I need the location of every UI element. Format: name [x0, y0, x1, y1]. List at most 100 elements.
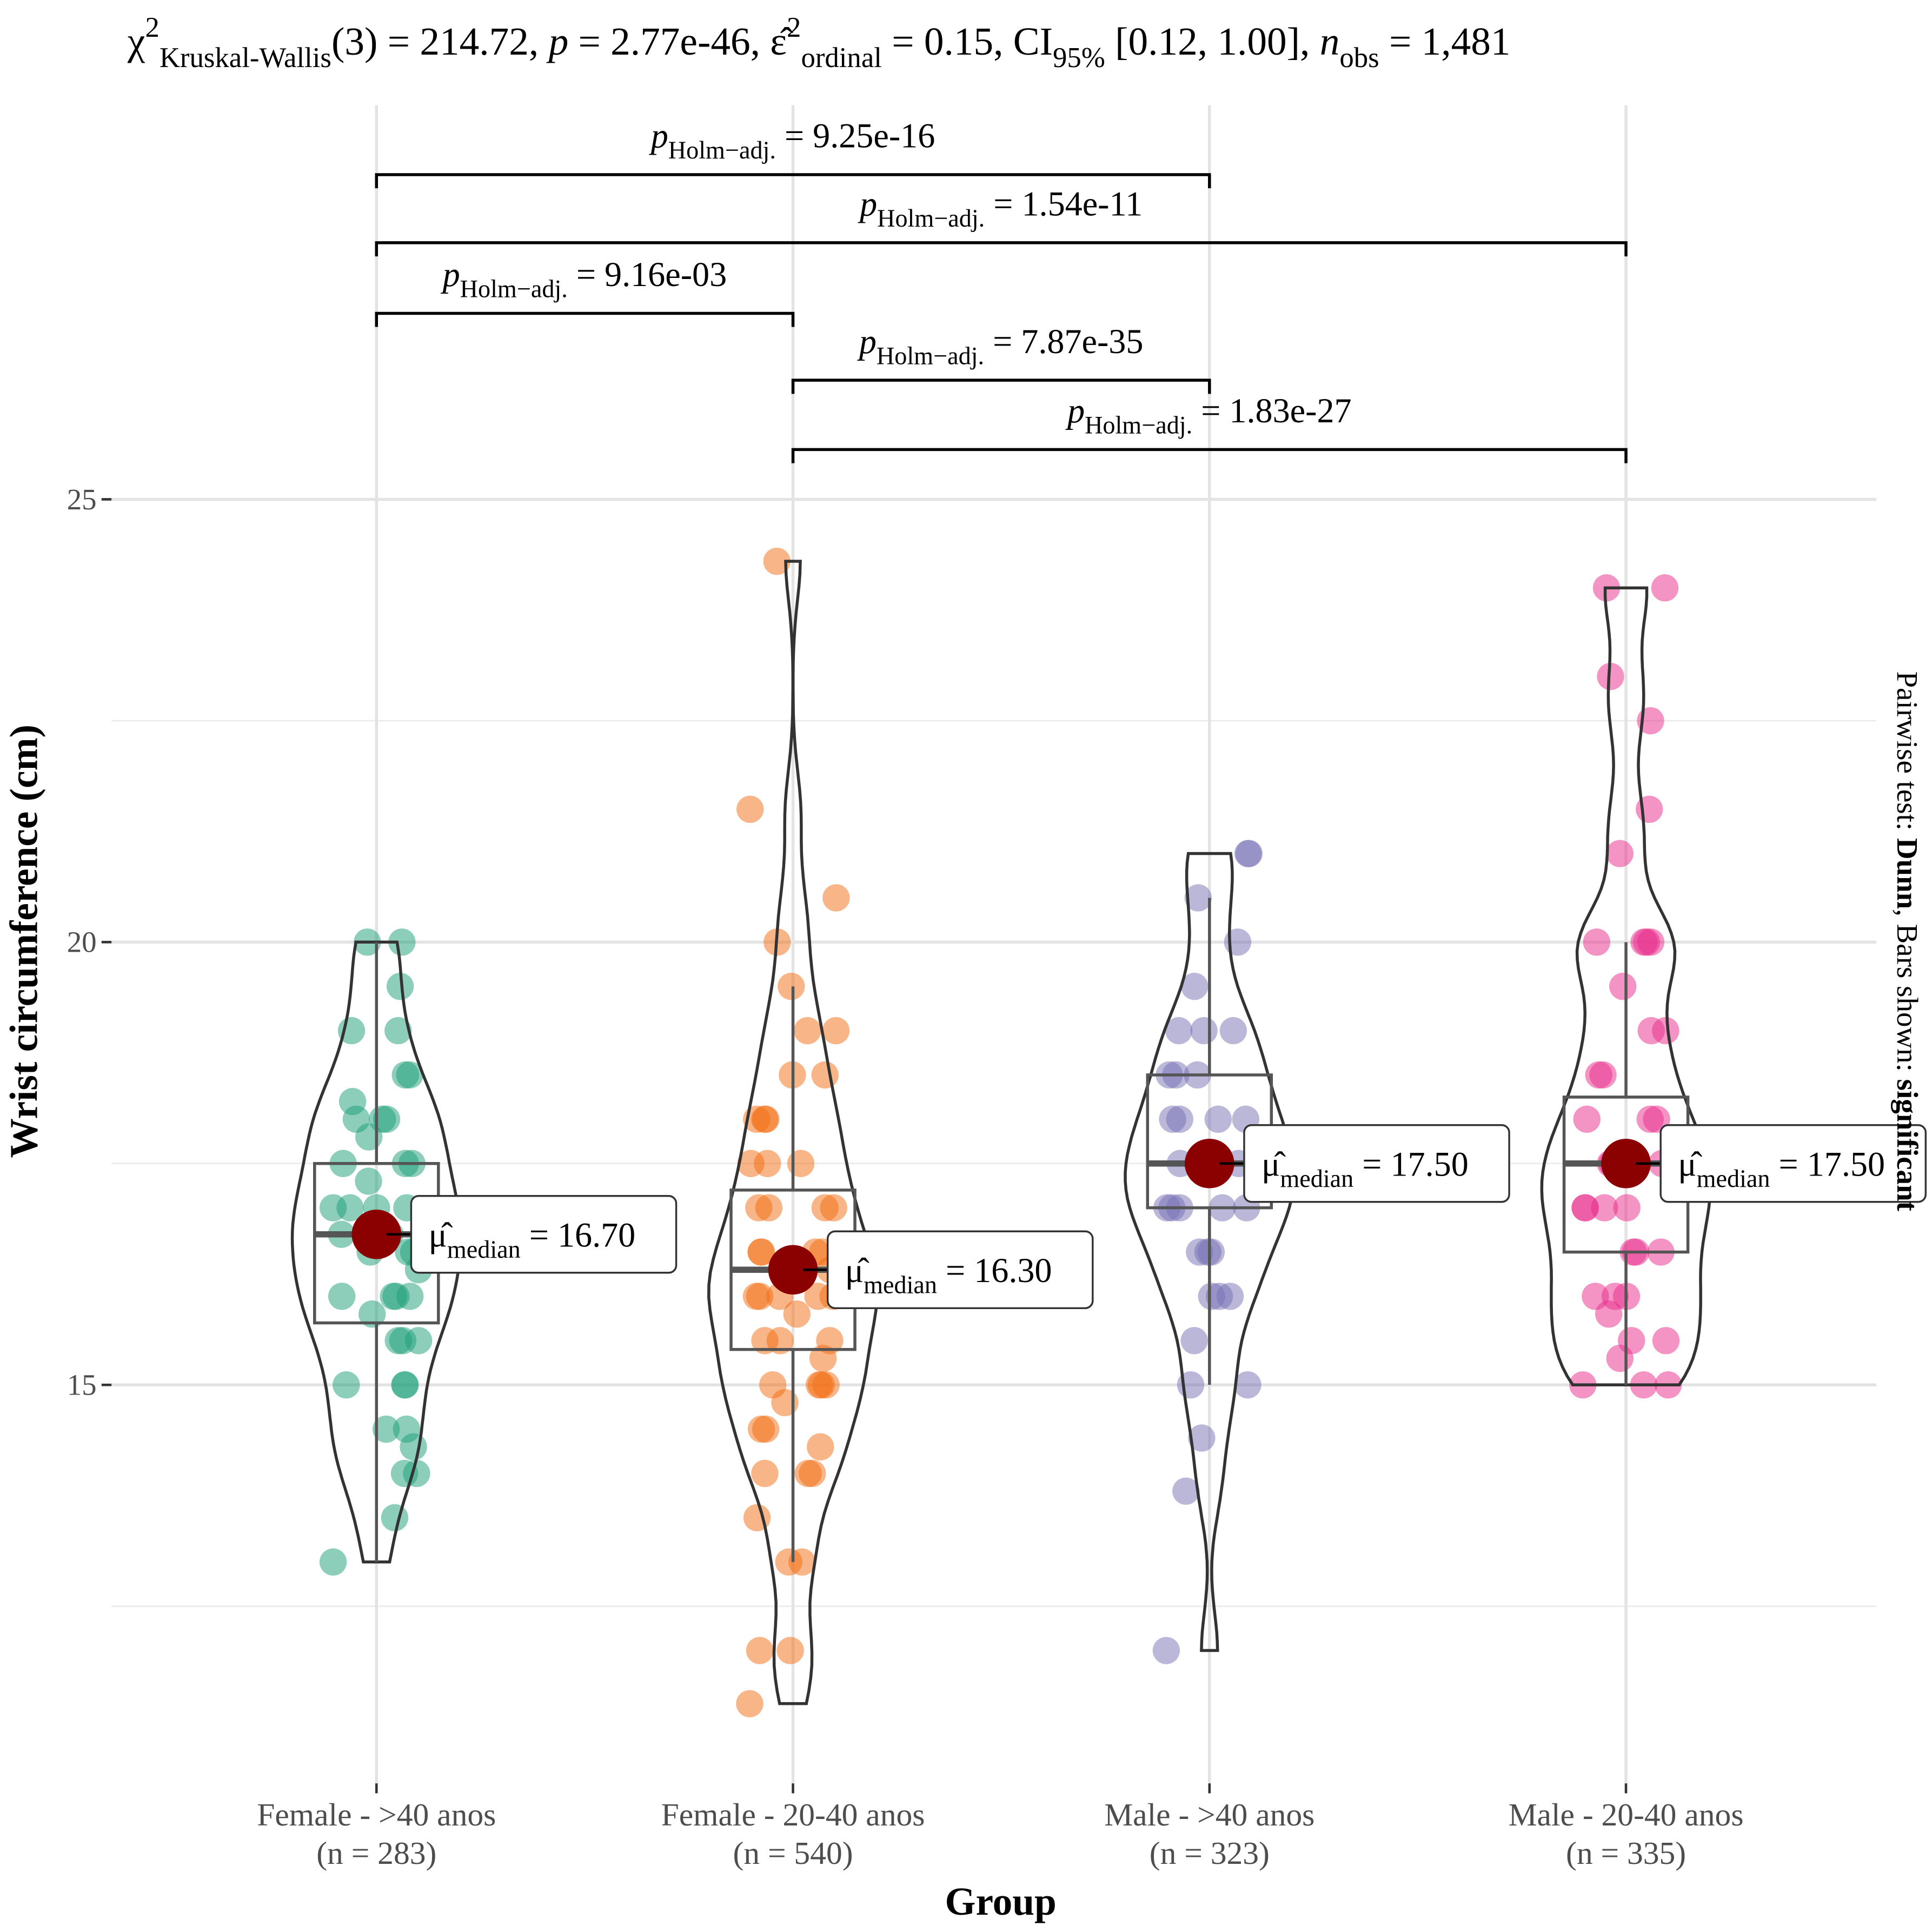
text-part: p [1065, 391, 1085, 430]
data-point [776, 1637, 804, 1664]
text-part: p [857, 322, 877, 361]
data-point [358, 1300, 386, 1328]
data-point [1582, 1283, 1609, 1310]
text-part: = [985, 185, 1021, 223]
x-tick-n-label: (n = 540) [733, 1835, 853, 1871]
median-label-box [410, 1195, 678, 1274]
text-part: 16.70 [557, 1216, 635, 1254]
data-point [1585, 1061, 1612, 1089]
data-point [338, 1087, 367, 1116]
text-part: = 2.77e-46, [568, 19, 770, 63]
pairwise-label: pHolm−adj. = 9.25e-16 [649, 117, 935, 164]
pairwise-label: pHolm−adj. = 1.83e-27 [1065, 391, 1352, 439]
violin [707, 560, 879, 1705]
data-point [389, 1327, 416, 1355]
x-tick-n-label: (n = 323) [1150, 1835, 1270, 1871]
median-dot [351, 1209, 402, 1259]
data-point [747, 1415, 775, 1443]
data-point [1606, 840, 1634, 867]
text-part: median [447, 1236, 521, 1263]
text-part: 1.54e-11 [1021, 185, 1143, 223]
data-point [1637, 928, 1665, 956]
text-part: 9.25e-16 [813, 117, 935, 155]
text-part: p [858, 185, 877, 223]
data-point [1235, 840, 1263, 867]
data-point [1159, 1105, 1186, 1133]
pairwise-label: pHolm−adj. = 1.54e-11 [858, 185, 1143, 233]
data-point [393, 1415, 421, 1443]
text-part: p [546, 19, 569, 63]
text-part: , Bars shown: [1891, 909, 1924, 1079]
data-point [388, 928, 416, 956]
data-point [1219, 1017, 1247, 1045]
text-part: = 0.15, CI [882, 19, 1053, 63]
data-point [1609, 973, 1637, 1000]
data-point [799, 1459, 826, 1488]
data-point [1190, 1017, 1218, 1045]
data-point [794, 1017, 821, 1045]
text-part: = [1353, 1145, 1390, 1184]
data-point [1152, 1637, 1180, 1664]
data-point [788, 1548, 816, 1576]
text-part: 16.30 [974, 1251, 1052, 1290]
data-point [746, 1283, 774, 1310]
text-part: median [1280, 1165, 1353, 1192]
median-label-box [1659, 1124, 1927, 1203]
data-point [328, 1283, 356, 1310]
text-part: Pairwise test: [1891, 671, 1924, 838]
data-point [783, 1300, 811, 1328]
text-part: 9.16e-03 [605, 255, 727, 294]
text-part: = [1192, 391, 1229, 430]
data-point [787, 1150, 815, 1177]
data-point [1204, 1105, 1232, 1133]
median-label-box [1243, 1124, 1510, 1203]
text-part: 17.50 [1390, 1145, 1468, 1184]
data-point [1180, 973, 1209, 1000]
x-tick-label: Female - 20-40 anos [661, 1797, 925, 1833]
data-point [391, 1371, 419, 1399]
data-point [736, 1690, 763, 1717]
text-part: = [984, 322, 1021, 361]
text-part: obs [1339, 42, 1379, 74]
data-point [382, 1283, 410, 1310]
data-point [778, 973, 805, 1000]
text-part: median [1697, 1165, 1770, 1192]
data-point [319, 1548, 347, 1576]
data-point [372, 1415, 400, 1443]
data-point [369, 1105, 396, 1133]
data-point [1172, 1477, 1200, 1505]
text-part: = 1,481 [1379, 19, 1511, 63]
text-part: = [1770, 1145, 1807, 1184]
x-tick-label: Male - 20-40 anos [1509, 1797, 1744, 1833]
data-point [747, 1238, 775, 1266]
pairwise-bar [791, 379, 1211, 394]
text-part: Kruskal-Wallis [160, 42, 331, 74]
data-point [1180, 1327, 1208, 1355]
text-part: Holm−adj. [668, 136, 776, 164]
data-point [759, 1371, 787, 1399]
text-part: p [441, 255, 460, 294]
data-point [1613, 1194, 1641, 1221]
text-part: 2 [145, 12, 159, 43]
data-point [1637, 1017, 1665, 1045]
median-label: μ̂median = 16.70 [428, 1216, 635, 1264]
data-point [822, 884, 850, 912]
data-point [737, 1150, 765, 1177]
data-point [816, 1327, 844, 1355]
text-part: Holm−adj. [877, 204, 985, 232]
data-point [355, 1167, 382, 1195]
pairwise-bar [791, 448, 1628, 463]
data-point [751, 1459, 779, 1488]
data-point [386, 973, 414, 1000]
x-tick-n-label: (n = 283) [316, 1835, 436, 1871]
data-point [1184, 884, 1212, 912]
text-part: n [1320, 19, 1340, 63]
data-point [746, 1637, 774, 1664]
x-tick-n-label: (n = 335) [1566, 1835, 1686, 1871]
data-point [736, 795, 764, 823]
text-part: 7.87e-35 [1021, 322, 1143, 361]
median-label-box [826, 1230, 1094, 1309]
y-tick-label: 20 [67, 926, 97, 959]
text-part: = [568, 255, 605, 294]
